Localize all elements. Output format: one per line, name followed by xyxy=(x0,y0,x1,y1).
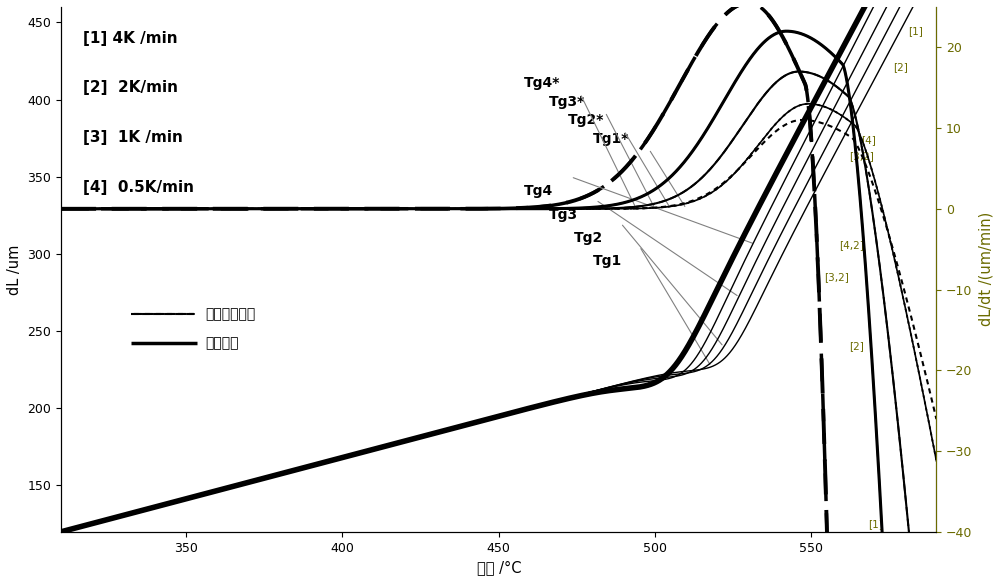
Text: [1]: [1] xyxy=(908,26,923,36)
Text: [3,2]: [3,2] xyxy=(849,151,874,161)
Text: 膚胀曲线: 膚胀曲线 xyxy=(206,336,239,350)
X-axis label: 温度 /°C: 温度 /°C xyxy=(477,560,521,575)
Text: [4]  0.5K/min: [4] 0.5K/min xyxy=(83,180,194,195)
Text: Tg3: Tg3 xyxy=(549,208,578,222)
Text: Tg1: Tg1 xyxy=(593,254,622,268)
Text: [4]: [4] xyxy=(861,135,876,145)
Text: [2]: [2] xyxy=(893,62,908,73)
Text: 一阶微分曲线: 一阶微分曲线 xyxy=(206,307,256,321)
Text: Tg1*: Tg1* xyxy=(593,132,629,146)
Text: Tg3*: Tg3* xyxy=(549,95,585,109)
Text: [1] 4K /min: [1] 4K /min xyxy=(83,31,178,45)
Y-axis label: dL/dt /(um/min): dL/dt /(um/min) xyxy=(978,212,993,327)
Y-axis label: dL /um: dL /um xyxy=(7,244,22,294)
Text: [3]  1K /min: [3] 1K /min xyxy=(83,130,183,146)
Text: [2]: [2] xyxy=(849,341,864,351)
Text: Tg2: Tg2 xyxy=(574,231,603,245)
Text: Tg4: Tg4 xyxy=(524,184,553,198)
Text: [2]  2K/min: [2] 2K/min xyxy=(83,80,178,95)
Text: [1]: [1] xyxy=(868,519,883,528)
Text: Tg4*: Tg4* xyxy=(524,76,560,90)
Text: [4,2]: [4,2] xyxy=(839,240,864,250)
Text: [3,2]: [3,2] xyxy=(824,272,849,282)
Text: Tg2*: Tg2* xyxy=(568,113,604,127)
